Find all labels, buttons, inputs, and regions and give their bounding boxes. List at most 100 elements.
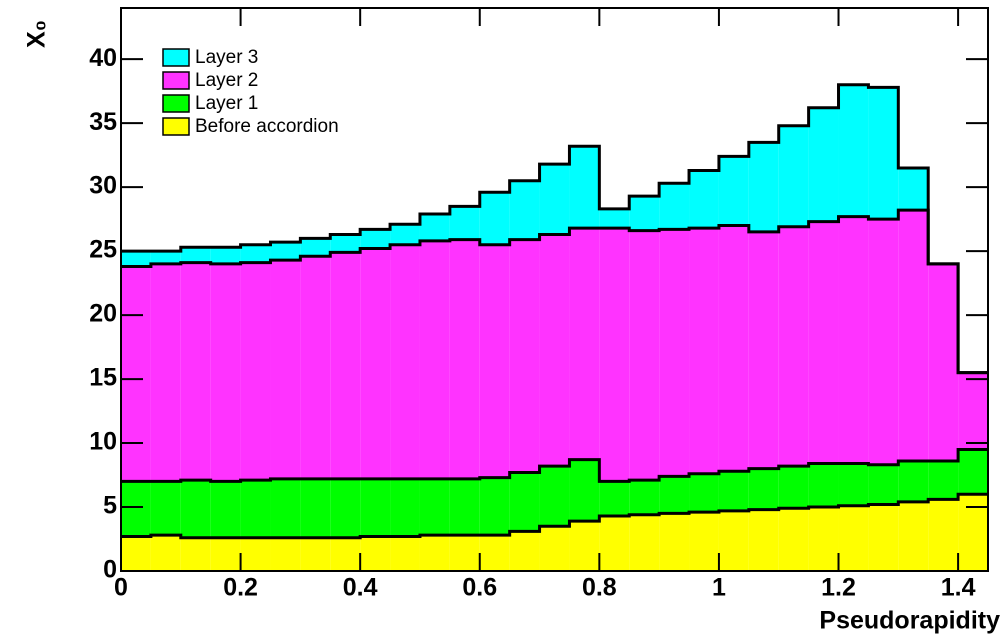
bar: [868, 464, 899, 505]
bar: [748, 509, 779, 572]
bar: [689, 228, 719, 475]
bar: [449, 478, 480, 536]
bar: [718, 471, 749, 512]
y-tick-label: 5: [103, 492, 117, 520]
bar: [270, 478, 301, 539]
bar: [180, 247, 211, 264]
bar: [240, 262, 271, 481]
bar: [569, 228, 600, 461]
bar: [898, 167, 929, 211]
bar: [270, 537, 301, 572]
y-tick-label: 40: [89, 44, 117, 72]
legend-label: Layer 2: [195, 70, 258, 91]
bar: [599, 228, 630, 482]
bar: [599, 208, 630, 229]
y-tick-label: 20: [89, 300, 117, 328]
bar: [509, 239, 540, 473]
bar: [121, 266, 151, 482]
bar: [689, 170, 719, 229]
plot-area: [121, 83, 988, 572]
bar: [300, 478, 331, 539]
y-axis-title: X₀: [23, 20, 51, 48]
x-tick-label: 1.2: [821, 574, 856, 602]
bar: [629, 514, 660, 572]
bar: [330, 478, 361, 539]
bar: [330, 234, 361, 253]
bar: [808, 507, 839, 572]
bar: [659, 513, 690, 572]
bar: [868, 504, 899, 572]
bar: [121, 536, 151, 572]
legend-swatch: [162, 117, 190, 136]
bar: [240, 537, 271, 572]
bar: [838, 84, 869, 218]
bar: [449, 535, 480, 572]
bar: [479, 535, 510, 572]
bar: [569, 146, 600, 229]
legend-swatch: [162, 94, 190, 113]
bar: [419, 535, 450, 572]
bar: [838, 463, 869, 507]
bar: [928, 460, 959, 500]
x-tick-label: 1.4: [941, 574, 976, 602]
bar: [539, 466, 570, 527]
bar: [958, 449, 988, 495]
bar: [778, 125, 809, 228]
bar: [360, 478, 391, 537]
bar: [659, 476, 690, 514]
bar: [629, 230, 660, 481]
bar: [121, 251, 151, 267]
y-tick-label: 30: [89, 172, 117, 200]
x-axis-title: Pseudorapidity: [819, 607, 1000, 635]
bar: [240, 244, 271, 264]
bar: [718, 156, 749, 227]
bar: [868, 219, 899, 466]
bar: [270, 242, 301, 261]
bar: [180, 537, 211, 572]
bar: [180, 262, 211, 481]
bar: [300, 256, 331, 480]
bar: [360, 248, 391, 480]
x-tick-label: 0.2: [223, 574, 258, 602]
bar: [390, 478, 420, 537]
bar: [928, 263, 959, 462]
series-outline: [121, 492, 988, 540]
bar: [778, 466, 809, 509]
series-outline: [121, 83, 988, 375]
bar: [659, 183, 690, 230]
bar: [509, 531, 540, 572]
bar: [838, 505, 869, 572]
legend-label: Layer 3: [195, 47, 258, 68]
bar: [449, 239, 480, 480]
bar: [629, 196, 660, 232]
bar: [210, 247, 241, 265]
bar: [419, 478, 450, 536]
bar: [150, 263, 181, 482]
bar: [509, 180, 540, 241]
bar: [360, 229, 391, 250]
bar: [121, 481, 151, 537]
bar: [748, 231, 779, 470]
plot-frame: [120, 7, 989, 572]
bar: [330, 537, 361, 572]
bar: [748, 142, 779, 233]
bar: [718, 510, 749, 572]
legend-label: Before accordion: [195, 116, 339, 137]
y-tick-label: 35: [89, 108, 117, 136]
bar: [808, 463, 839, 508]
bar: [300, 238, 331, 257]
bar: [210, 263, 241, 482]
bar: [778, 508, 809, 572]
x-tick-label: 0.6: [462, 574, 497, 602]
bar: [838, 216, 869, 465]
bar: [958, 494, 988, 572]
bar: [419, 214, 450, 242]
bar: [449, 206, 480, 241]
bar: [390, 536, 420, 572]
bar: [240, 480, 271, 539]
bar: [539, 526, 570, 572]
bar: [539, 234, 570, 467]
x-tick-label: 0.8: [582, 574, 617, 602]
x-tick-label: 1: [712, 574, 726, 602]
